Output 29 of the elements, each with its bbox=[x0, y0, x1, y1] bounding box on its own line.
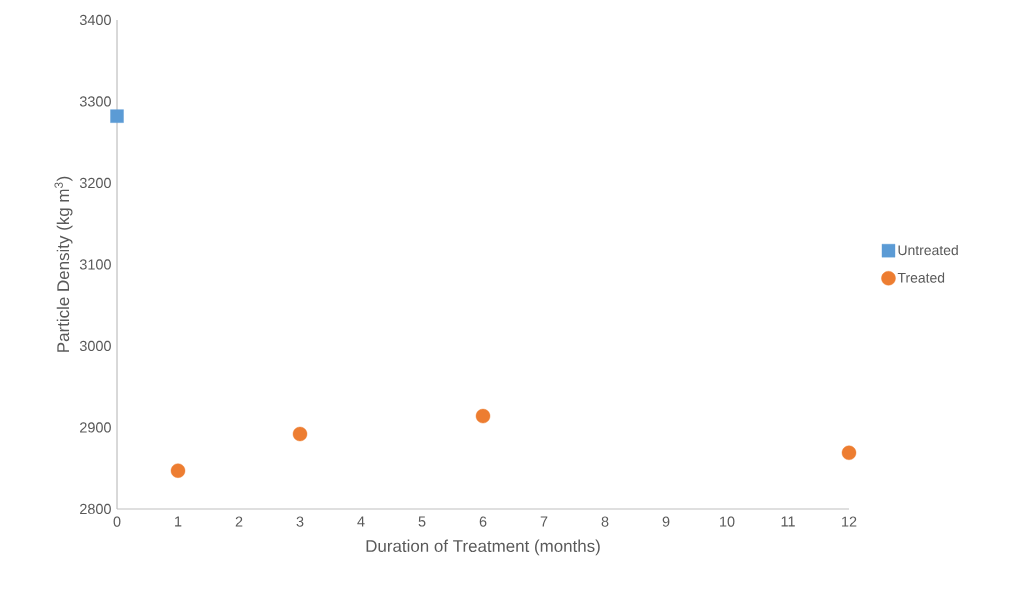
y-tick-label: 2900 bbox=[80, 422, 111, 433]
y-tick-label: 3400 bbox=[79, 14, 111, 26]
x-tick-label: 6 bbox=[479, 516, 487, 527]
x-tick-label: 0 bbox=[113, 516, 121, 527]
x-tick-label: 3 bbox=[296, 516, 304, 527]
x-tick-label: 5 bbox=[418, 516, 426, 527]
x-tick-label: 4 bbox=[357, 516, 365, 527]
y-tick-label: 3300 bbox=[79, 96, 111, 107]
x-tick-label: 9 bbox=[662, 516, 670, 527]
point bbox=[170, 463, 186, 478]
x-tick-label: 10 bbox=[720, 516, 735, 527]
y-tick-label: 3100 bbox=[79, 259, 111, 270]
x-tick-label: 11 bbox=[781, 516, 795, 527]
x-tick-label: 7 bbox=[540, 516, 548, 527]
x-tick-label: 8 bbox=[601, 516, 609, 527]
x-tick-label: 12 bbox=[842, 516, 857, 527]
point bbox=[841, 445, 857, 460]
x-tick-label: 2 bbox=[235, 516, 243, 527]
legend-label: Treated bbox=[897, 272, 945, 283]
y-tick-label: 2800 bbox=[80, 503, 111, 515]
x-tick-label: 1 bbox=[175, 516, 182, 527]
y-axis-title: Particle Density (kg m$^{3}$) bbox=[54, 176, 73, 352]
legend-label: Untreated bbox=[898, 244, 958, 256]
y-tick-label: 3000 bbox=[79, 340, 111, 352]
x-axis-title: Duration of Treatment (months) bbox=[366, 539, 600, 556]
y-tick-label: 3200 bbox=[79, 177, 111, 189]
point bbox=[110, 109, 124, 123]
point bbox=[475, 408, 491, 424]
point bbox=[292, 426, 308, 442]
